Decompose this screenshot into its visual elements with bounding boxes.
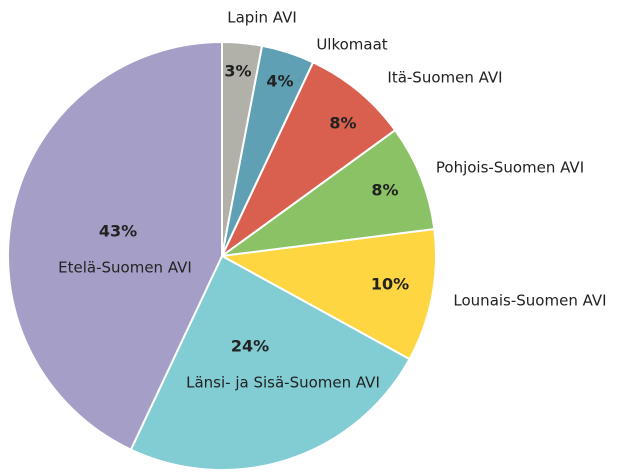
pie-slice [129,254,411,471]
category-label: Etelä-Suomen AVI [58,259,192,277]
value-label: 3% [224,62,251,81]
category-label: Lounais-Suomen AVI [453,292,606,310]
value-label: 24% [231,337,269,356]
value-label: 43% [99,222,137,241]
category-label: Pohjois-Suomen AVI [436,159,584,177]
pie-slice [218,228,437,361]
category-label: Länsi- ja Sisä-Suomen AVI [186,374,380,392]
value-label: 8% [329,114,356,133]
value-label: 4% [266,72,293,91]
value-label: 8% [371,181,398,200]
category-label: Ulkomaat [316,36,387,54]
category-label: Lapin AVI [227,9,297,27]
pie-slice [221,61,397,257]
value-label: 10% [371,275,409,294]
pie-slice [7,40,223,451]
category-label: Itä-Suomen AVI [387,69,502,87]
pie-slice [221,128,436,257]
